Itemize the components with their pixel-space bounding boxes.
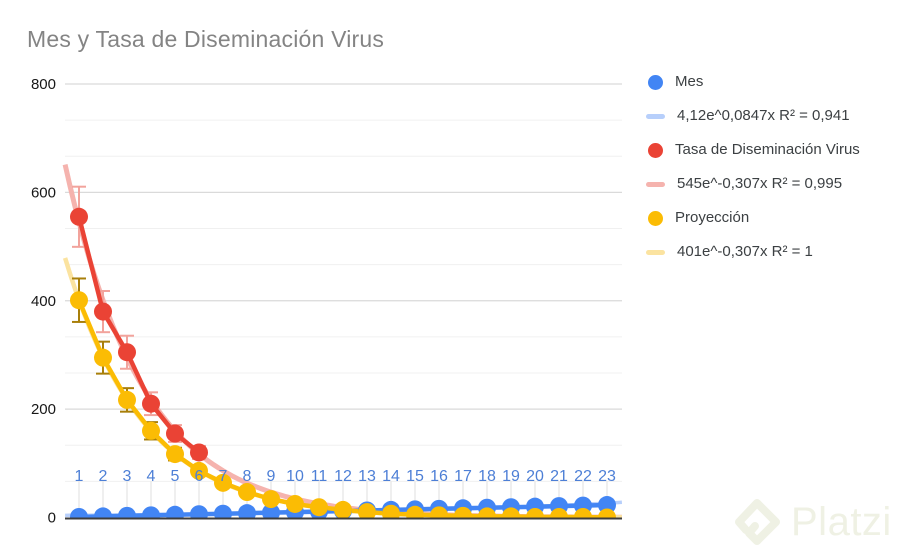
platzi-watermark-text: Platzi (791, 500, 892, 544)
x-axis-label: 15 (406, 468, 424, 485)
data-point[interactable] (262, 490, 280, 509)
proyeccion-series-swatch (648, 211, 663, 226)
tasa-trendline-swatch (646, 182, 665, 187)
data-point[interactable] (166, 424, 184, 443)
proyeccion-trendline-swatch (646, 250, 665, 255)
x-axis-label: 2 (99, 468, 108, 485)
data-point[interactable] (382, 504, 400, 523)
y-axis-labels: 0 200 400 600 800 (31, 76, 56, 527)
x-axis-label: 7 (219, 468, 228, 485)
chart-legend: Mes 4,12e^0,0847x R² = 0,941 Tasa de Dis… (646, 72, 892, 262)
data-point[interactable] (574, 507, 592, 526)
data-point[interactable] (142, 394, 160, 413)
data-point[interactable] (310, 498, 328, 517)
series-points-1 (70, 207, 208, 462)
legend-label: Proyección (675, 209, 750, 226)
legend-label: Mes (675, 73, 704, 90)
data-point[interactable] (550, 507, 568, 526)
data-point[interactable] (214, 504, 232, 523)
legend-item-proyeccion[interactable]: Proyección (648, 208, 892, 228)
legend-item-tasa-trendline[interactable]: 545e^-0,307x R² = 0,995 (646, 174, 892, 194)
legend-label: 4,12e^0,0847x R² = 0,941 (677, 107, 850, 124)
x-axis-label: 9 (267, 468, 276, 485)
y-axis-label: 600 (31, 184, 56, 201)
data-point[interactable] (334, 500, 352, 519)
y-axis-label: 800 (31, 76, 56, 93)
data-point[interactable] (526, 507, 544, 526)
data-point[interactable] (166, 505, 184, 524)
data-point[interactable] (598, 508, 616, 527)
data-point[interactable] (430, 506, 448, 524)
x-axis-label: 16 (430, 468, 448, 485)
chart-title: Mes y Tasa de Diseminación Virus (27, 26, 385, 52)
legend-item-mes-trendline[interactable]: 4,12e^0,0847x R² = 0,941 (646, 106, 892, 126)
platzi-logo-icon (735, 499, 780, 545)
y-axis-label: 200 (31, 401, 56, 418)
x-axis-label: 14 (382, 468, 400, 485)
data-point[interactable] (70, 507, 88, 526)
data-point[interactable] (454, 506, 472, 525)
data-point[interactable] (142, 421, 160, 440)
mes-series-swatch (648, 75, 663, 90)
data-point[interactable] (142, 506, 160, 524)
x-axis-label: 8 (243, 468, 252, 485)
legend-item-mes[interactable]: Mes (648, 72, 892, 92)
data-point[interactable] (94, 507, 112, 525)
legend-label: 545e^-0,307x R² = 0,995 (677, 175, 843, 192)
data-point[interactable] (238, 504, 256, 522)
x-axis-label: 1 (75, 468, 84, 485)
data-point[interactable] (118, 506, 136, 525)
data-point[interactable] (190, 443, 208, 462)
series-points-2 (70, 291, 616, 527)
x-axis-labels: 1 2 3 4 5 6 7 8 9 10 11 12 13 14 15 16 17 18 19 20 21 22 23 (75, 468, 616, 485)
data-point[interactable] (286, 494, 304, 513)
data-point[interactable] (238, 483, 256, 502)
x-axis-label: 19 (502, 468, 520, 485)
x-axis-label: 22 (574, 468, 592, 485)
x-axis-label: 11 (311, 468, 328, 485)
tasa-series-swatch (648, 143, 663, 158)
data-point[interactable] (598, 496, 616, 515)
platzi-watermark: Platzi (731, 494, 892, 550)
x-axis-label: 10 (286, 468, 304, 485)
y-axis-label: 0 (48, 510, 56, 527)
legend-item-proyeccion-trendline[interactable]: 401e^-0,307x R² = 1 (646, 242, 892, 262)
x-axis-label: 4 (147, 468, 156, 485)
data-point[interactable] (406, 505, 424, 524)
data-point[interactable] (70, 207, 88, 226)
trendline-1 (62, 164, 622, 518)
data-point[interactable] (262, 503, 280, 522)
legend-label: 401e^-0,307x R² = 1 (677, 243, 813, 260)
x-axis-label: 6 (195, 468, 204, 485)
data-point[interactable] (214, 473, 232, 492)
data-point[interactable] (478, 507, 496, 525)
x-axis-label: 17 (454, 468, 472, 485)
legend-item-tasa[interactable]: Tasa de Diseminación Virus (648, 140, 892, 160)
y-axis-label: 400 (31, 293, 56, 310)
x-axis-label: 5 (171, 468, 180, 485)
legend-label: Tasa de Diseminación Virus (675, 141, 860, 158)
data-point[interactable] (358, 503, 376, 521)
x-axis-label: 12 (334, 468, 352, 485)
x-axis-label: 21 (550, 468, 568, 485)
data-point[interactable] (70, 291, 88, 310)
x-axis-label: 13 (358, 468, 376, 485)
data-point[interactable] (166, 445, 184, 464)
data-point[interactable] (190, 505, 208, 523)
x-axis-label: 18 (478, 468, 496, 485)
data-point[interactable] (118, 343, 136, 362)
mes-trendline-swatch (646, 114, 665, 119)
data-point[interactable] (94, 302, 112, 321)
x-axis-label: 3 (123, 468, 132, 485)
data-point[interactable] (502, 507, 520, 525)
data-point[interactable] (94, 348, 112, 367)
data-point[interactable] (118, 390, 136, 409)
x-axis-label: 23 (598, 468, 616, 485)
x-axis-label: 20 (526, 468, 544, 485)
data-point[interactable] (190, 461, 208, 480)
